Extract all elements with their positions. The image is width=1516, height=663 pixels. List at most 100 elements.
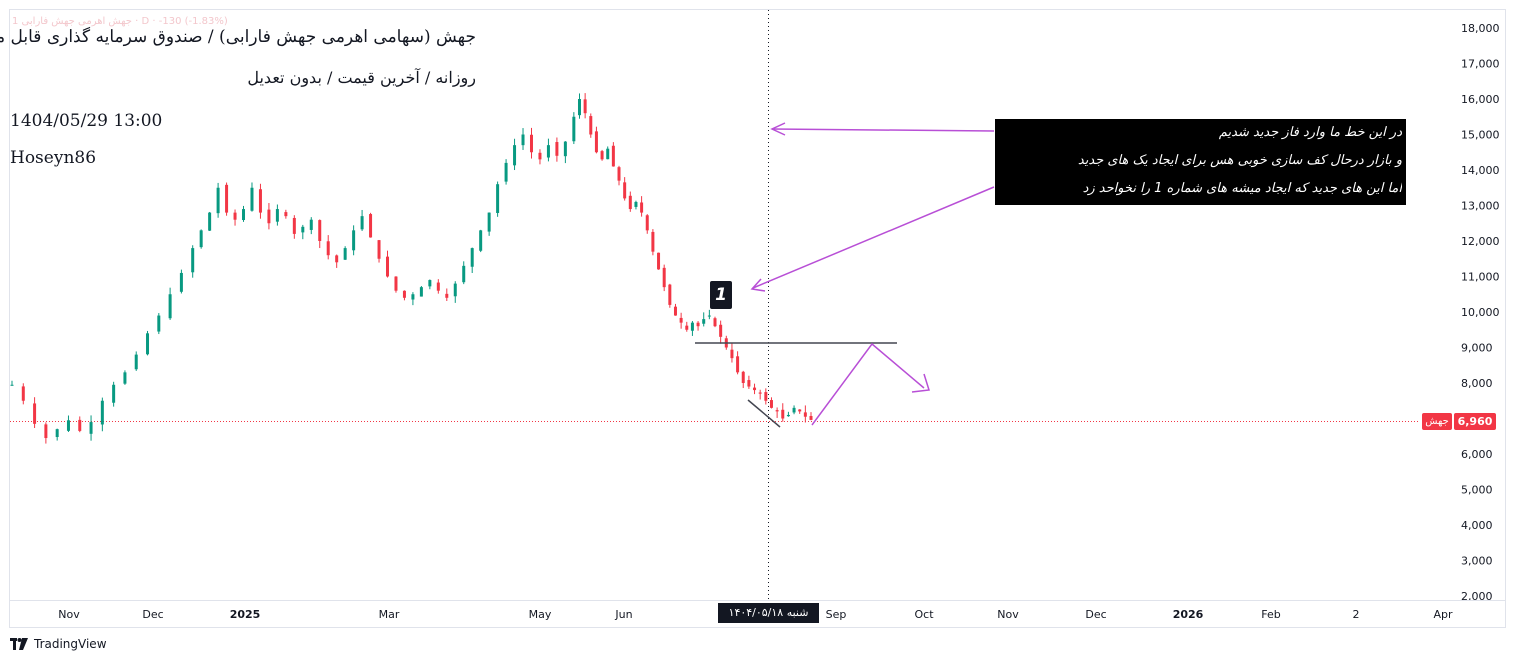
candle-body[interactable] <box>21 386 25 401</box>
candle-body[interactable] <box>662 267 666 288</box>
candle-body[interactable] <box>707 315 711 317</box>
candle-body[interactable] <box>33 403 37 424</box>
candle-body[interactable] <box>719 324 723 337</box>
candle-body[interactable] <box>258 189 262 213</box>
candle-body[interactable] <box>44 424 48 439</box>
candle-body[interactable] <box>411 294 415 300</box>
candle-body[interactable] <box>730 349 734 359</box>
time-axis[interactable]: Nov Dec 2025 Mar May Jun Sep Oct Nov Dec 2026 Feb 2 A… <box>10 600 1505 622</box>
candle-body[interactable] <box>611 145 615 167</box>
candle-body[interactable] <box>462 265 466 283</box>
candle-body[interactable] <box>673 306 677 316</box>
candle-body[interactable] <box>134 354 138 370</box>
candle-body[interactable] <box>555 142 559 156</box>
arrow-to-marker[interactable] <box>752 186 995 289</box>
candle-body[interactable] <box>419 287 423 297</box>
candle-body[interactable] <box>242 209 246 221</box>
candle-body[interactable] <box>157 315 161 332</box>
candle-body[interactable] <box>318 220 322 241</box>
candle-body[interactable] <box>55 429 59 438</box>
candle-body[interactable] <box>741 371 745 383</box>
candle-body[interactable] <box>386 256 390 277</box>
candle-body[interactable] <box>394 276 398 291</box>
candle-body[interactable] <box>645 215 649 231</box>
candle-body[interactable] <box>747 380 751 387</box>
candle-body[interactable] <box>284 212 288 217</box>
candle-body[interactable] <box>758 392 762 394</box>
candle-body[interactable] <box>225 184 229 213</box>
candle-body[interactable] <box>496 184 500 213</box>
candle-body[interactable] <box>428 280 432 287</box>
candle-body[interactable] <box>66 420 70 431</box>
candle-body[interactable] <box>352 230 356 251</box>
candle-body[interactable] <box>690 322 694 331</box>
candle-body[interactable] <box>563 141 567 157</box>
candle-body[interactable] <box>529 134 533 153</box>
candle-body[interactable] <box>685 325 689 330</box>
candle-body[interactable] <box>775 410 779 412</box>
candle-body[interactable] <box>521 134 525 146</box>
candle-body[interactable] <box>803 412 807 417</box>
candle-body[interactable] <box>436 282 440 291</box>
candle-body[interactable] <box>546 145 550 158</box>
candle-body[interactable] <box>233 212 237 220</box>
candle-body[interactable] <box>736 356 740 373</box>
candle-body[interactable] <box>617 167 621 181</box>
candle-body[interactable] <box>250 187 254 211</box>
brand-footer[interactable]: TradingView <box>10 637 107 651</box>
candle-body[interactable] <box>809 415 813 420</box>
candle-body[interactable] <box>343 248 347 260</box>
candle-body[interactable] <box>487 212 491 232</box>
candle-body[interactable] <box>100 400 104 425</box>
candle-body[interactable] <box>668 284 672 305</box>
candle-body[interactable] <box>696 322 700 327</box>
candle-body[interactable] <box>326 241 330 256</box>
candle-body[interactable] <box>628 195 632 210</box>
candle-body[interactable] <box>713 318 717 327</box>
candle-body[interactable] <box>199 230 203 248</box>
price-axis[interactable]: 18,000 17,000 16,000 15,000 14,000 13,000 12,0… <box>1461 22 1500 603</box>
candle-body[interactable] <box>798 409 802 412</box>
annotation-box[interactable]: در این خط ما وارد فاز جدید شدیم و بازار … <box>995 119 1406 205</box>
candle-body[interactable] <box>504 162 508 182</box>
candle-body[interactable] <box>651 231 655 252</box>
candle-body[interactable] <box>301 226 305 233</box>
candle-body[interactable] <box>267 209 271 224</box>
candle-body[interactable] <box>679 317 683 323</box>
candle-body[interactable] <box>453 283 457 297</box>
candle-body[interactable] <box>112 384 116 403</box>
candle-body[interactable] <box>479 230 483 251</box>
candle-body[interactable] <box>335 255 339 263</box>
candle-body[interactable] <box>538 152 542 160</box>
trend-line-short[interactable] <box>747 399 781 428</box>
candle-body[interactable] <box>402 290 406 298</box>
candles-series[interactable] <box>10 93 813 444</box>
candle-body[interactable] <box>470 248 474 267</box>
candle-body[interactable] <box>10 384 14 386</box>
candle-body[interactable] <box>583 99 587 114</box>
candle-body[interactable] <box>764 392 768 401</box>
candle-body[interactable] <box>123 372 127 384</box>
candle-body[interactable] <box>634 201 638 207</box>
candle-body[interactable] <box>309 219 313 230</box>
candle-body[interactable] <box>369 214 373 238</box>
candle-body[interactable] <box>78 419 82 431</box>
candle-body[interactable] <box>89 422 93 434</box>
candle-body[interactable] <box>216 187 220 214</box>
candle-body[interactable] <box>640 202 644 213</box>
candle-body[interactable] <box>445 293 449 298</box>
candle-body[interactable] <box>292 217 296 234</box>
candle-body[interactable] <box>623 182 627 199</box>
arrow-to-crosshair[interactable] <box>771 128 995 132</box>
candle-body[interactable] <box>753 387 757 391</box>
candle-body[interactable] <box>792 407 796 413</box>
candle-body[interactable] <box>360 216 364 230</box>
candle-body[interactable] <box>191 248 195 273</box>
candle-body[interactable] <box>146 333 150 355</box>
candle-body[interactable] <box>572 116 576 142</box>
candle-body[interactable] <box>781 409 785 419</box>
candle-body[interactable] <box>769 400 773 408</box>
candle-body[interactable] <box>377 240 381 259</box>
projection-path[interactable] <box>811 342 925 426</box>
